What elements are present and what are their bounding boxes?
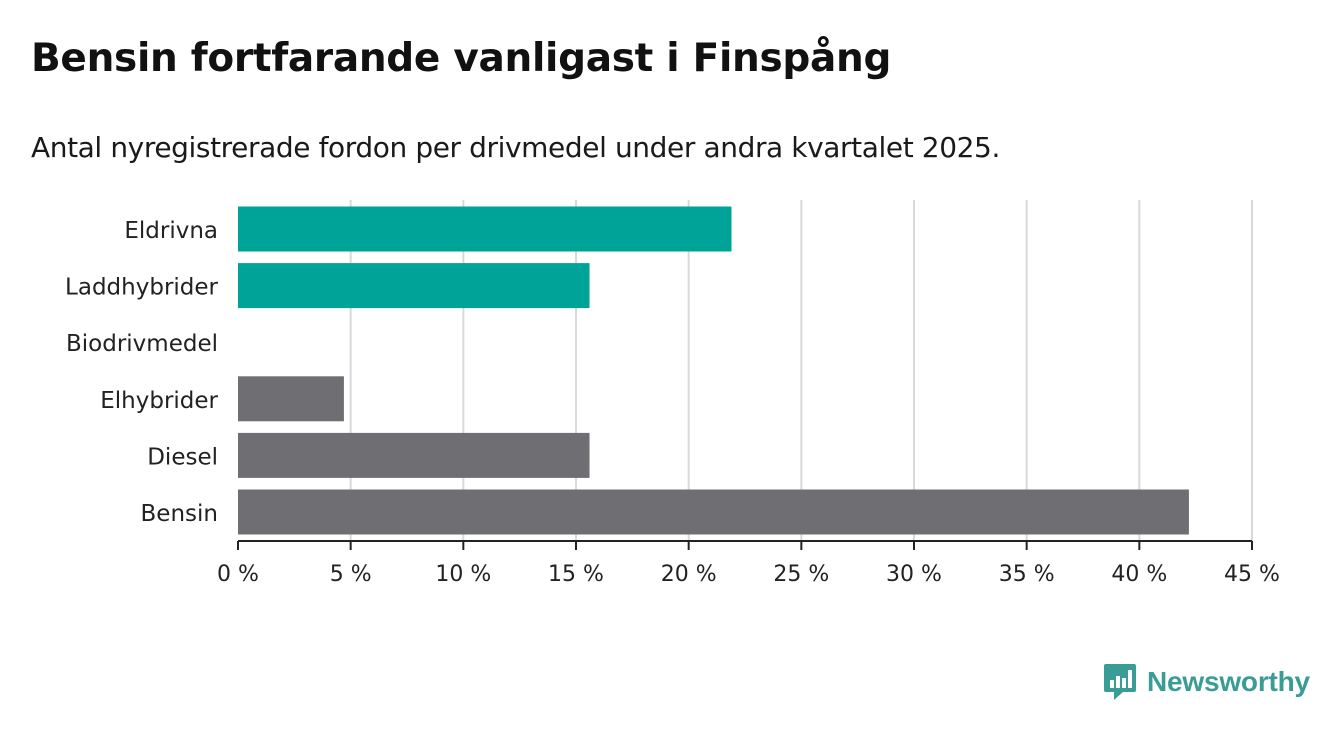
- bar-bensin: [238, 489, 1189, 535]
- x-tick-label-5: 5 %: [330, 562, 372, 587]
- bar-elhybrider: [238, 376, 344, 422]
- bar-eldrivna: [238, 206, 732, 252]
- x-tick-label-15: 15 %: [548, 562, 604, 587]
- x-tick-label-0: 0 %: [217, 562, 259, 587]
- category-label-elhybrider: Elhybrider: [100, 388, 218, 414]
- x-tick-label-35: 35 %: [999, 562, 1055, 587]
- category-label-bensin: Bensin: [141, 501, 218, 527]
- x-tick-label-45: 45 %: [1224, 562, 1280, 587]
- chart-title: Bensin fortfarande vanligast i Finspång: [31, 36, 892, 81]
- newsworthy-logo-icon: [1104, 664, 1136, 700]
- category-label-biodrivmedel: Biodrivmedel: [66, 331, 218, 357]
- x-tick-label-30: 30 %: [886, 562, 942, 587]
- bar-laddhybrider: [238, 263, 590, 309]
- x-tick-label-10: 10 %: [435, 562, 491, 587]
- brand-name: Newsworthy: [1147, 666, 1310, 697]
- newsworthy-logo: Newsworthy: [1103, 662, 1310, 702]
- x-tick-label-25: 25 %: [773, 562, 829, 587]
- x-tick-label-20: 20 %: [661, 562, 717, 587]
- category-label-diesel: Diesel: [147, 444, 218, 470]
- category-label-laddhybrider: Laddhybrider: [65, 275, 218, 301]
- bar-diesel: [238, 432, 590, 478]
- chart-subtitle: Antal nyregistrerade fordon per drivmede…: [31, 131, 1000, 164]
- x-tick-label-40: 40 %: [1111, 562, 1167, 587]
- category-label-eldrivna: Eldrivna: [124, 218, 218, 244]
